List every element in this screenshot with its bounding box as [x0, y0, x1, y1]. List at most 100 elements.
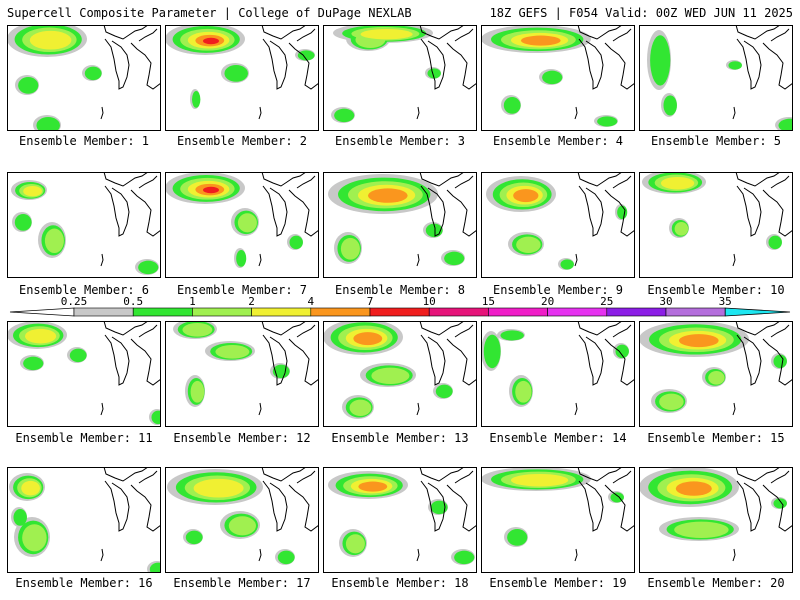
scp-contour-level-2 [674, 521, 729, 538]
legend-tick-label: 1 [189, 295, 196, 308]
ensemble-panel-1 [7, 25, 161, 131]
scp-contour-level-3 [21, 480, 40, 496]
scp-map-20 [639, 467, 793, 573]
scp-contour-level-1 [610, 492, 624, 503]
scp-contour-level-1 [617, 205, 628, 220]
scp-contour-level-1 [728, 61, 742, 70]
member-label-20: Ensemble Member: 20 [647, 576, 785, 590]
scp-contour-level-1 [18, 77, 39, 94]
member-label-4: Ensemble Member: 4 [492, 134, 624, 148]
legend-swatch-5 [369, 307, 430, 317]
ensemble-panel-10 [639, 172, 793, 278]
ensemble-panel-17 [165, 467, 319, 573]
scp-contour-level-1 [36, 117, 60, 131]
member-label-13: Ensemble Member: 13 [331, 431, 469, 445]
scp-contour-level-1 [427, 68, 441, 79]
member-label-3: Ensemble Member: 3 [334, 134, 466, 148]
legend-tick-label: 35 [719, 295, 732, 308]
scp-contour-level-1 [650, 35, 671, 86]
scp-contour-level-4 [679, 334, 719, 348]
scp-contour-level-1 [297, 50, 315, 61]
scp-map-1 [7, 25, 161, 131]
scp-contour-level-1 [151, 410, 161, 425]
ensemble-panel-2 [165, 25, 319, 131]
scp-contour-level-3 [360, 29, 413, 40]
member-label-8: Ensemble Member: 8 [334, 283, 466, 297]
ensemble-panel-8 [323, 172, 477, 278]
scp-contour-level-2 [345, 534, 365, 554]
legend-tick-label: 7 [367, 295, 374, 308]
member-label-7: Ensemble Member: 7 [176, 283, 308, 297]
scp-map-17 [165, 467, 319, 573]
coastline-overlay [416, 25, 477, 120]
ensemble-panel-16 [7, 467, 161, 573]
member-label-19: Ensemble Member: 19 [489, 576, 627, 590]
scp-map-8 [323, 172, 477, 278]
scp-contour-level-1 [444, 251, 465, 266]
scp-contour-level-4 [675, 481, 712, 496]
scp-contour-level-1 [773, 354, 787, 369]
scp-contour-level-1 [224, 65, 248, 82]
legend-tick-label: 4 [307, 295, 314, 308]
coastline-overlay [258, 321, 319, 416]
scp-contour-level-3 [24, 328, 57, 344]
scp-contour-level-2 [182, 323, 213, 337]
scp-contour-level-2 [516, 236, 541, 253]
legend-swatch-0 [73, 307, 134, 317]
scp-contour-level-2 [659, 393, 684, 410]
scp-contour-level-1 [454, 550, 475, 565]
scp-contour-level-1 [69, 348, 87, 363]
scp-contour-level-3 [660, 176, 695, 190]
scp-contour-level-1 [507, 529, 528, 546]
scp-map-9 [481, 172, 635, 278]
coastline-overlay [574, 172, 635, 267]
scp-contour-level-1 [500, 330, 524, 341]
valid-time: 18Z GEFS | F054 Valid: 00Z WED JUN 11 20… [489, 6, 793, 20]
member-label-11: Ensemble Member: 11 [15, 431, 153, 445]
coastline-overlay [258, 467, 319, 562]
coastline-overlay [732, 25, 793, 120]
scp-contour-level-1 [84, 66, 102, 81]
scp-contour-level-1 [149, 562, 161, 573]
scp-contour-level-4 [521, 35, 561, 46]
scp-map-6 [7, 172, 161, 278]
scp-contour-level-2 [44, 228, 64, 254]
member-label-17: Ensemble Member: 17 [173, 576, 311, 590]
scp-contour-level-4 [353, 332, 383, 346]
scp-contour-level-1 [23, 356, 44, 371]
scp-contour-level-1 [615, 344, 629, 359]
coastline-overlay [574, 467, 635, 562]
scp-map-13 [323, 321, 477, 427]
scp-contour-level-1 [560, 259, 574, 270]
map-title: Supercell Composite Parameter | College … [7, 6, 412, 20]
member-label-12: Ensemble Member: 12 [173, 431, 311, 445]
scp-contour-level-2 [674, 222, 689, 236]
member-label-6: Ensemble Member: 6 [18, 283, 150, 297]
scp-contour-level-1 [663, 95, 677, 116]
scp-map-19 [481, 467, 635, 573]
scp-contour-level-1 [13, 509, 27, 526]
member-label-1: Ensemble Member: 1 [18, 134, 150, 148]
scp-map-5 [639, 25, 793, 131]
scp-map-7 [165, 172, 319, 278]
scp-map-12 [165, 321, 319, 427]
scp-map-11 [7, 321, 161, 427]
coastline-overlay [574, 25, 635, 120]
legend-swatch-9 [606, 307, 667, 317]
legend-tick-label: 25 [600, 295, 613, 308]
legend-tick-label: 20 [541, 295, 554, 308]
scp-contour-level-1 [435, 384, 453, 399]
legend-tick-label: 0.5 [123, 295, 143, 308]
legend-swatch-4 [310, 307, 371, 317]
ensemble-panel-15 [639, 321, 793, 427]
legend-swatch-6 [428, 307, 489, 317]
scp-map-18 [323, 467, 477, 573]
scp-map-14 [481, 321, 635, 427]
scp-contour-level-1 [503, 97, 521, 114]
legend-swatch-1 [132, 307, 193, 317]
coastline-overlay [258, 25, 319, 120]
ensemble-panel-3 [323, 25, 477, 131]
scp-contour-level-2 [515, 380, 532, 403]
legend-swatch-2 [192, 307, 252, 317]
legend-tick-label: 10 [423, 295, 436, 308]
